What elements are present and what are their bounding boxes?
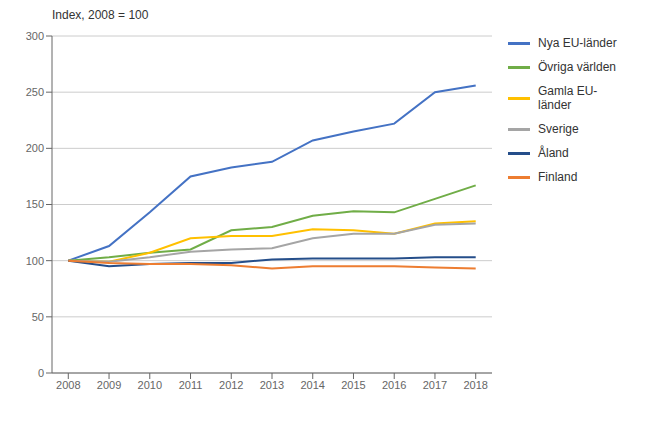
svg-text:2014: 2014 (300, 379, 324, 391)
svg-text:2016: 2016 (382, 379, 406, 391)
svg-text:300: 300 (26, 30, 44, 42)
svg-text:2015: 2015 (341, 379, 365, 391)
svg-text:2017: 2017 (423, 379, 447, 391)
html-text:Övriga världen: Övriga världen (538, 60, 616, 74)
svg-text:50: 50 (32, 311, 44, 323)
svg-text:250: 250 (26, 86, 44, 98)
svg-text:2011: 2011 (179, 379, 203, 391)
svg-text:0: 0 (38, 367, 44, 379)
svg-text:150: 150 (26, 198, 44, 210)
svg-text:2008: 2008 (56, 379, 80, 391)
svg-text:2009: 2009 (97, 379, 121, 391)
html-text:Finland: Finland (538, 170, 578, 184)
svg-text:100: 100 (26, 255, 44, 267)
html-text:Index, 2008 = 100: Index, 2008 = 100 (52, 8, 149, 22)
svg-text:2010: 2010 (138, 379, 162, 391)
html-text:Åland: Åland (538, 146, 569, 160)
svg-text:200: 200 (26, 142, 44, 154)
html-text:Gamla EU- länder: Gamla EU- länder (538, 84, 598, 112)
html-text:Nya EU-länder: Nya EU-länder (538, 36, 617, 50)
svg-text:2018: 2018 (463, 379, 487, 391)
html-text:Sverige: Sverige (538, 122, 579, 136)
svg-text:2013: 2013 (260, 379, 284, 391)
svg-text:2012: 2012 (219, 379, 243, 391)
